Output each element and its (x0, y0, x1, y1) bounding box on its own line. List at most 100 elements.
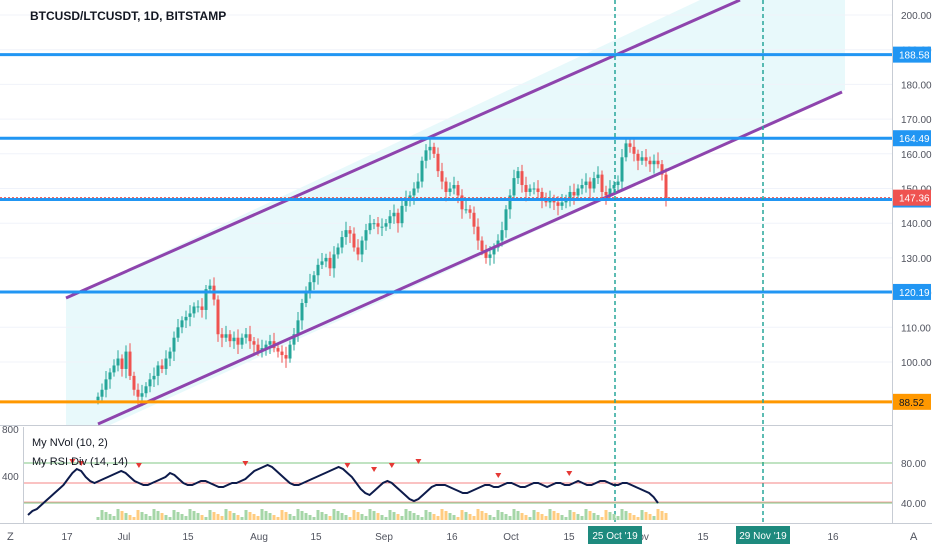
candle-body (280, 351, 284, 356)
volume-bar (348, 517, 352, 520)
candle-body (448, 188, 452, 192)
volume-bar (628, 513, 632, 520)
volume-bar (360, 514, 364, 520)
volume-bar (584, 509, 588, 520)
time-tick-label: 16 (446, 532, 458, 543)
volume-bar (104, 512, 108, 520)
volume-bar (276, 517, 280, 520)
level-label-bg (893, 46, 931, 63)
candle-body (192, 306, 196, 314)
volume-bar (420, 517, 424, 520)
zoom-button[interactable]: Z (7, 531, 14, 543)
candle-body (644, 157, 648, 161)
candle-body (468, 209, 472, 213)
volume-bar (580, 516, 584, 520)
candle-body (480, 240, 484, 251)
volume-bar (444, 511, 448, 520)
channel-upper-line (65, 0, 741, 300)
bearish-divergence-marker (388, 463, 395, 468)
candle-body (128, 351, 132, 376)
volume-bar (148, 516, 152, 520)
candle-body (628, 143, 632, 147)
candle-body (432, 146, 436, 154)
volume-bar (484, 513, 488, 520)
candle-body (420, 160, 424, 182)
volume-bar (544, 516, 548, 520)
volume-bar (152, 509, 156, 520)
auto-scale-button[interactable]: A (910, 531, 918, 543)
volume-bar (164, 515, 168, 520)
volume-bar (168, 517, 172, 520)
candle-body (188, 313, 192, 317)
price-tick-label: 200.00 (901, 11, 932, 22)
candle-body (384, 223, 388, 227)
candle-body (152, 375, 156, 380)
candle-body (320, 261, 324, 265)
candle-body (484, 250, 488, 258)
candle-body (204, 289, 208, 310)
candle-body (572, 191, 576, 196)
candle-body (312, 275, 316, 283)
volume-bar (124, 513, 128, 520)
candle-body (592, 178, 596, 189)
candle-body (308, 282, 312, 293)
time-tick-label: Aug (250, 532, 268, 543)
volume-bar (344, 515, 348, 520)
candle-body (456, 185, 460, 196)
candle-body (276, 348, 280, 352)
candle-body (372, 223, 376, 225)
candle-body (388, 216, 392, 224)
candle-body (328, 257, 332, 269)
candle-body (268, 341, 272, 345)
volume-bar (296, 509, 300, 520)
indicator-right-tick: 80.00 (901, 459, 926, 470)
candle-body (208, 285, 212, 290)
time-tick-label: 15 (563, 532, 575, 543)
volume-bar (212, 512, 216, 520)
time-tick-label: Jul (118, 532, 131, 543)
volume-bar (156, 511, 160, 520)
candle-body (140, 393, 144, 397)
time-axis: 17Jul15Aug15Sep16Oct15Nov151625 Oct '192… (61, 526, 839, 544)
level-label-bg (893, 283, 931, 300)
candle-body (656, 160, 660, 165)
candle-body (264, 344, 268, 349)
level-label-bg (893, 130, 931, 147)
candle-body (256, 344, 260, 352)
volume-bar (496, 510, 500, 520)
volume-bar (572, 512, 576, 520)
bearish-divergence-marker (242, 461, 249, 466)
volume-bar (624, 511, 628, 520)
volume-bar (328, 516, 332, 520)
indicator-left-tick: 400 (2, 472, 19, 483)
volume-bar (644, 512, 648, 520)
time-tick-label: 16 (827, 532, 839, 543)
candle-body (412, 188, 416, 196)
candle-body (400, 205, 404, 224)
candle-body (144, 386, 148, 394)
candle-body (324, 257, 328, 262)
price-tick-label: 160.00 (901, 150, 932, 161)
level-label: 188.58 (899, 51, 930, 62)
candle-body (404, 198, 408, 206)
candle-body (652, 160, 656, 165)
volume-bar (500, 512, 504, 520)
volume-bar (100, 510, 104, 520)
candle-body (584, 181, 588, 186)
volume-bar (412, 513, 416, 520)
volume-bar (640, 510, 644, 520)
volume-bar (396, 514, 400, 520)
volume-bar (216, 514, 220, 520)
candle-body (536, 188, 540, 192)
volume-bar (184, 516, 188, 520)
time-tick-label: Sep (375, 532, 393, 543)
volume-bar (384, 517, 388, 520)
volume-bar (636, 517, 640, 520)
candle-body (360, 240, 364, 255)
candle-body (648, 160, 652, 165)
bearish-divergence-marker (344, 463, 351, 468)
price-tick-label: 170.00 (901, 115, 932, 126)
candle-body (244, 334, 248, 338)
time-highlight-bg (736, 526, 790, 544)
candle-body (516, 171, 520, 179)
